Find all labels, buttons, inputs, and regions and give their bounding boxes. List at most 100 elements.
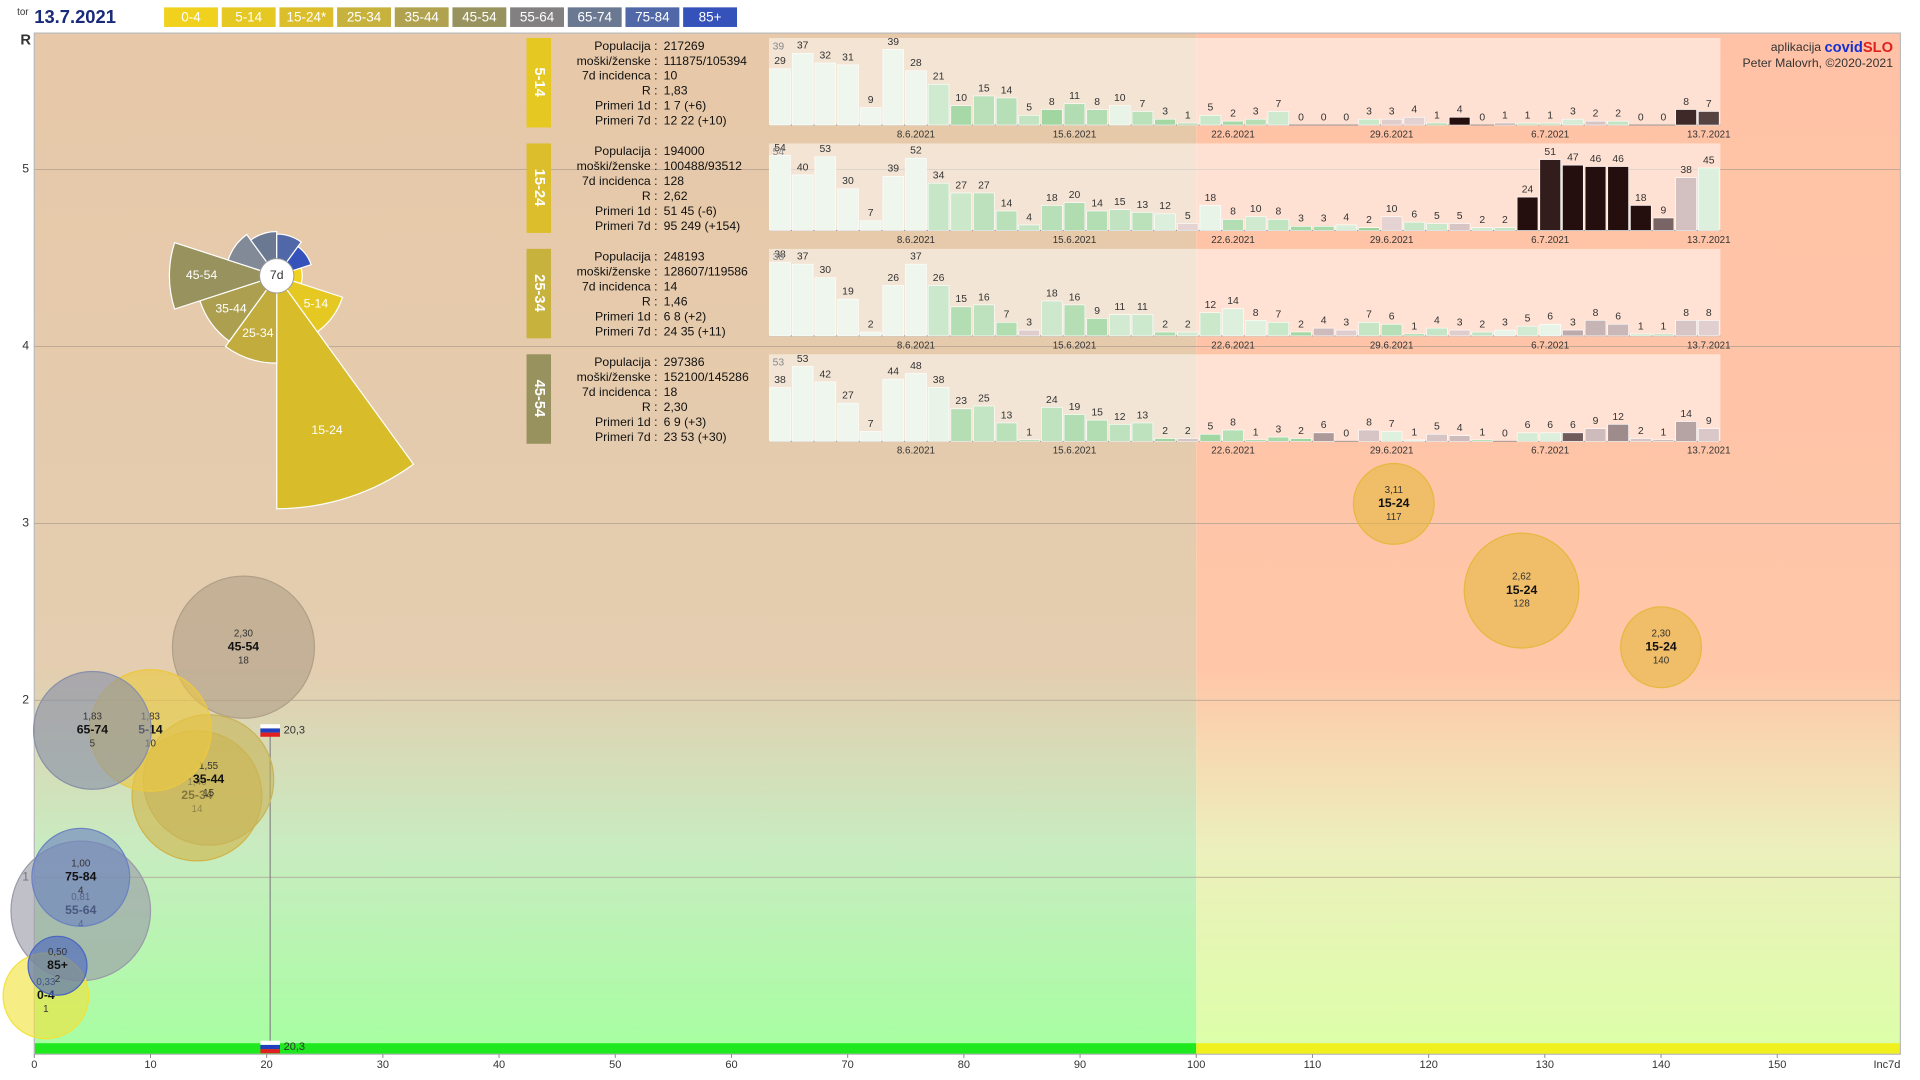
x-tick-label: 100: [1187, 1059, 1205, 1071]
bar-value-label: 5: [1525, 314, 1531, 325]
bar: [1426, 122, 1448, 126]
bar-value-label: 1: [1253, 427, 1259, 438]
date-label: 13.7.2021: [1687, 129, 1731, 140]
date-label: 13.7.2021: [1687, 340, 1731, 351]
bar: [1675, 177, 1697, 231]
bar-value-label: 1: [1411, 427, 1417, 438]
bar: [1131, 111, 1154, 126]
x-axis-label: Inc7d: [1873, 1059, 1900, 1071]
bar-value-label: 14: [1001, 198, 1013, 209]
bubble: [32, 670, 152, 790]
bubble-group: 15-24: [1506, 583, 1538, 597]
bar: [973, 95, 995, 126]
bar-value-label: 9: [868, 95, 874, 106]
x-tick-label: 60: [725, 1059, 737, 1071]
bar-value-label: 12: [1612, 412, 1624, 423]
bar-value-label: 0: [1502, 429, 1508, 440]
bar-value-label: 21: [933, 72, 945, 83]
group-tag: [526, 248, 552, 339]
bubble-group: 75-84: [65, 870, 97, 884]
stat-value: 1 7 (+6): [664, 99, 707, 113]
bar-value-label: 34: [933, 171, 945, 182]
date-label: 6.7.2021: [1531, 235, 1569, 246]
bar: [1312, 327, 1335, 337]
stat-label: 7d incidenca :: [582, 385, 658, 399]
bar: [1131, 422, 1154, 442]
bar-value-label: 38: [1680, 165, 1692, 176]
bar: [1063, 414, 1086, 442]
stat-label: Primeri 7d :: [595, 430, 658, 444]
stat-label: Primeri 7d :: [595, 219, 658, 233]
bar-value-label: 4: [1457, 105, 1463, 116]
bar-value-label: 30: [842, 176, 854, 187]
strip-low: [34, 1043, 1197, 1055]
bar: [1245, 320, 1267, 337]
bar-value-label: 3: [1502, 317, 1508, 328]
credit-author: Peter Malovrh, ©2020-2021: [1742, 56, 1893, 70]
stat-value: 6 8 (+2): [664, 309, 707, 323]
bar-value-label: 18: [1046, 288, 1058, 299]
bar: [1403, 333, 1425, 337]
stat-value: 2,62: [664, 189, 688, 203]
date: 13.7.2021: [34, 6, 116, 27]
bar: [1041, 205, 1063, 231]
bar: [1358, 322, 1380, 337]
bar: [1358, 429, 1380, 442]
bar: [1698, 111, 1720, 126]
bar-value-label: 44: [887, 367, 899, 378]
legend-swatch: [394, 7, 449, 27]
bar: [1698, 320, 1720, 337]
bar: [1222, 308, 1244, 337]
bar-value-label: 2: [1615, 109, 1621, 120]
bar-value-label: 5: [1434, 422, 1440, 433]
bar: [1494, 122, 1516, 126]
bar: [995, 422, 1018, 442]
x-tick-label: 50: [609, 1059, 621, 1071]
bar: [1018, 115, 1040, 126]
bar: [1222, 429, 1244, 442]
bar: [1539, 323, 1561, 337]
bar-value-label: 37: [797, 41, 809, 52]
bar-value-label: 37: [797, 252, 809, 263]
bar: [1562, 164, 1584, 231]
legend-label: 65-74: [578, 9, 613, 24]
bar: [1018, 329, 1040, 337]
bubble: [171, 575, 316, 719]
bar: [1312, 225, 1335, 231]
stat-label: moški/ženske :: [577, 265, 658, 279]
bar-value-label: 7: [1275, 99, 1281, 110]
stat-value: 217269: [664, 39, 705, 53]
bar: [1380, 216, 1403, 231]
bar: [1584, 120, 1607, 126]
legend-label: 55-64: [520, 9, 555, 24]
bar: [1675, 109, 1697, 126]
bar: [1267, 111, 1290, 126]
legend-swatch: [452, 7, 507, 27]
bar-value-label: 31: [842, 52, 854, 63]
bar-value-label: 8: [1253, 308, 1259, 319]
bar: [1358, 227, 1380, 231]
bar-value-label: 0: [1298, 112, 1304, 123]
bar-value-label: 19: [842, 286, 854, 297]
stat-label: Primeri 7d :: [595, 114, 658, 128]
stat-label: moški/ženske :: [577, 54, 658, 68]
stat-label: 7d incidenca :: [582, 69, 658, 83]
bar-value-label: 10: [1114, 93, 1126, 104]
bar-value-label: 38: [933, 375, 945, 386]
bar-value-label: 8: [1593, 308, 1599, 319]
bar: [1698, 167, 1720, 231]
bar-value-label: 8: [1094, 97, 1100, 108]
bar-value-label: 2: [868, 319, 874, 330]
bubble: [1620, 606, 1703, 689]
bar-value-label: 2: [1162, 319, 1168, 330]
bar-value-label: 6: [1547, 420, 1553, 431]
date-label: 22.6.2021: [1211, 446, 1255, 457]
date-label: 6.7.2021: [1531, 340, 1569, 351]
date-label: 8.6.2021: [897, 235, 935, 246]
bar: [1539, 432, 1561, 442]
legend-swatch: [164, 7, 218, 27]
bar: [950, 408, 972, 442]
date-label: 6.7.2021: [1531, 129, 1569, 140]
bar: [1199, 312, 1222, 337]
bar: [1177, 331, 1199, 337]
